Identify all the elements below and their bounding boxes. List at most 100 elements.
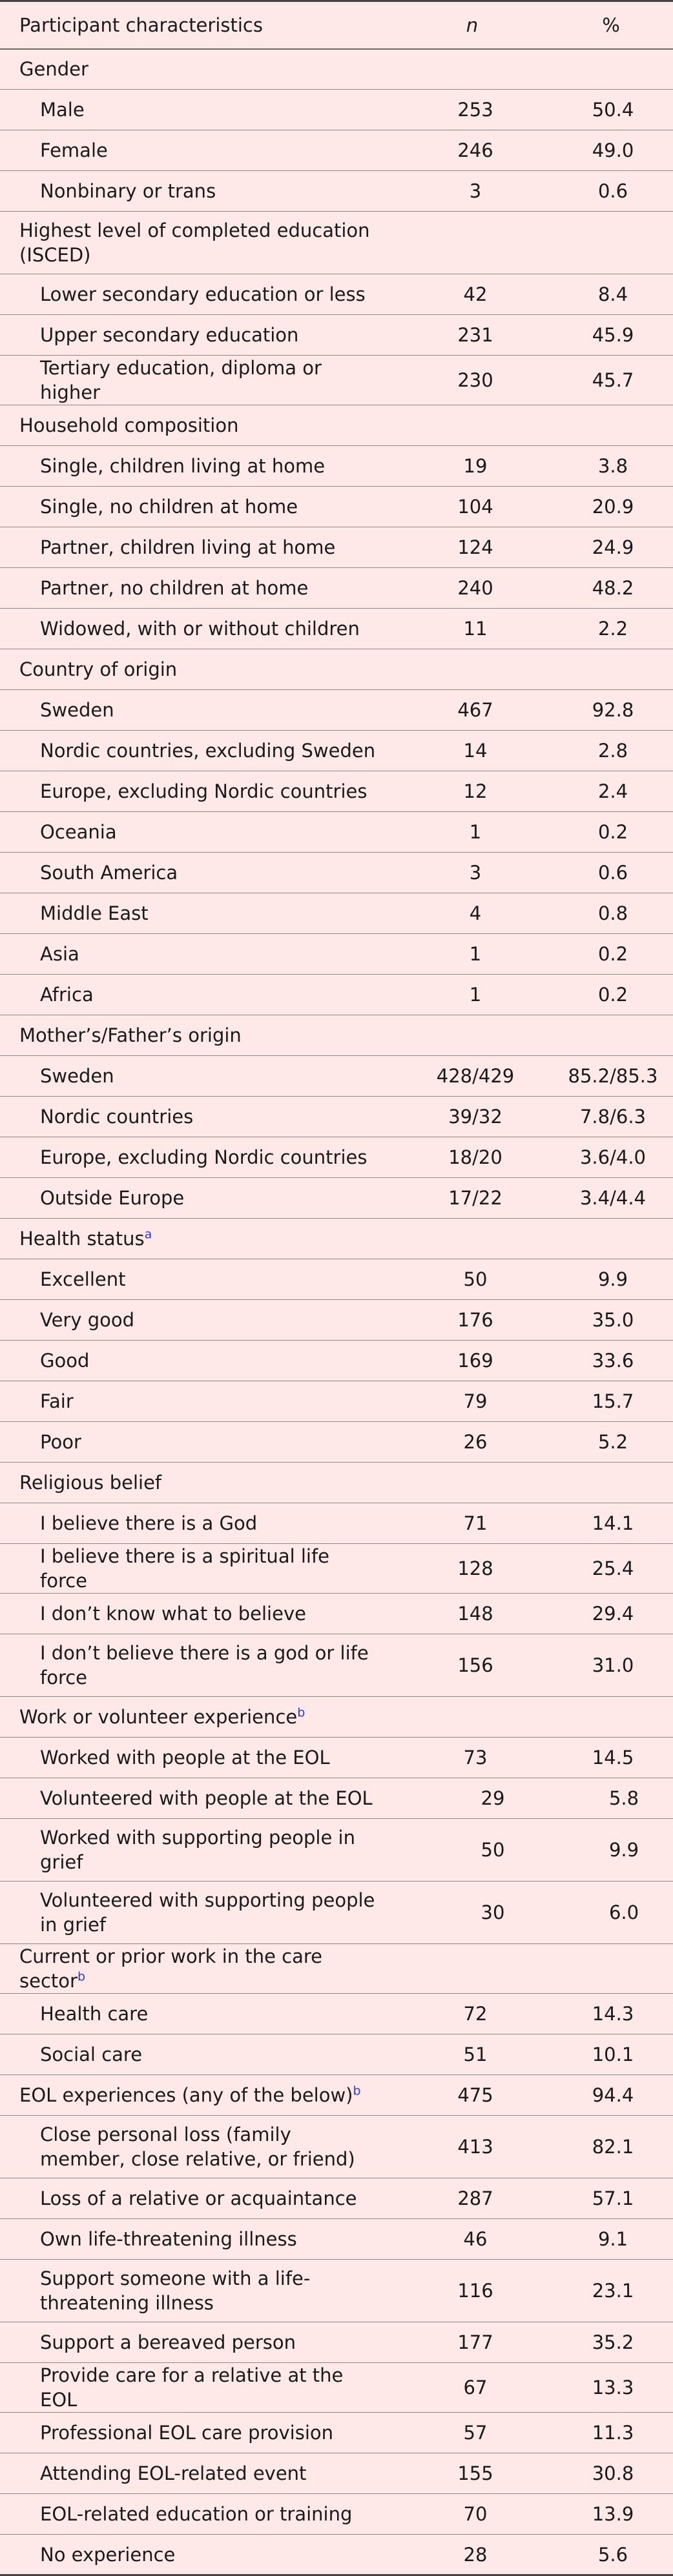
row-percent-value: 0.8 [549,893,673,934]
row-label: Partner, children living at home [0,527,395,568]
section-percent-value [549,1696,673,1738]
table-row: Poor 26 5.2 [0,1421,673,1463]
section-percent-value [549,1218,673,1259]
row-n-value: 79 [395,1381,549,1422]
row-label: Health care [0,1993,395,2034]
section-title: Country of origin [0,649,395,690]
section-percent-value: 94.4 [549,2074,673,2116]
row-percent-value: 14.3 [549,1993,673,2034]
section-title-text: Work or volunteer experience [19,1706,298,1728]
section-title-text: Highest level of completed education (IS… [19,219,370,266]
section-n-value [395,48,549,90]
row-n-value: 71 [395,1503,549,1544]
row-n-value: 46 [395,2218,549,2260]
row-percent-value: 0.2 [549,974,673,1015]
footnote-marker: b [353,2084,361,2098]
row-n-value: 14 [395,730,549,771]
section-header-row: Country of origin [0,649,673,690]
row-percent-value: 0.2 [549,811,673,853]
table-row: Support a bereaved person 177 35.2 [0,2322,673,2363]
row-n-value: 72 [395,1993,549,2034]
table-row: Partner, no children at home 240 48.2 [0,567,673,609]
table-row: Nordic countries 39/32 7.8/6.3 [0,1096,673,1137]
row-label: Nordic countries [0,1096,395,1137]
table-row: Asia 1 0.2 [0,933,673,975]
table-row: Support someone with a life-threatening … [0,2259,673,2322]
section-title-text: Religious belief [19,1472,162,1494]
row-percent-value: 29.4 [549,1593,673,1634]
row-label: Male [0,89,395,130]
section-n-value [395,1015,549,1056]
section-header-row: Mother’s/Father’s origin [0,1015,673,1056]
table-row: Partner, children living at home 124 24.9 [0,527,673,568]
section-header-row: Household composition [0,405,673,446]
row-percent-value: 85.2/85.3 [549,1055,673,1097]
table-row: Europe, excluding Nordic countries 18/20 3… [0,1137,673,1178]
row-percent-value: 0.2 [549,933,673,975]
row-n-value: 116 [395,2259,549,2322]
row-n-value: 3 [395,852,549,893]
section-title-text: Health status [19,1228,145,1250]
row-n-value: 12 [395,771,549,812]
row-n-value: 3 [395,170,549,212]
section-percent-value [549,211,673,274]
row-n-value: 57 [395,2412,549,2453]
section-title: Highest level of completed education (IS… [0,211,395,274]
row-percent-value: 48.2 [549,567,673,609]
row-percent-value: 3.4/4.4 [549,1177,673,1219]
section-header-row: Religious belief [0,1462,673,1503]
table-row: Own life-threatening illness 46 9.1 [0,2218,673,2260]
row-label: Own life-threatening illness [0,2218,395,2260]
row-n-value: 29 [395,1778,549,1819]
table-row: South America 3 0.6 [0,852,673,893]
table-row: Worked with people at the EOL 73 14.5 [0,1737,673,1778]
row-label: Worked with supporting people in grief [0,1818,395,1881]
row-label: I believe there is a God [0,1503,395,1544]
table-row: Close personal loss (family member, clos… [0,2115,673,2178]
row-n-value: 176 [395,1299,549,1341]
row-percent-value: 8.4 [549,274,673,315]
section-title-text: Country of origin [19,658,178,680]
table-row: Single, children living at home 19 3.8 [0,445,673,487]
row-percent-value: 9.9 [549,1259,673,1300]
table-row: Sweden 467 92.8 [0,689,673,731]
section-title-text: Current or prior work in the care sector [19,1945,322,1992]
row-label: Middle East [0,893,395,934]
section-header-row: Health statusa [0,1218,673,1259]
row-n-value: 169 [395,1340,549,1381]
row-percent-value: 23.1 [549,2259,673,2322]
table-row: I don’t believe there is a god or life f… [0,1634,673,1697]
footnote-marker: b [77,1969,85,1984]
row-label: Worked with people at the EOL [0,1737,395,1778]
row-label: Oceania [0,811,395,853]
row-percent-value: 30.8 [549,2453,673,2494]
row-label: Lower secondary education or less [0,274,395,315]
row-label: Upper secondary education [0,314,395,356]
row-percent-value: 82.1 [549,2115,673,2178]
row-label: Nordic countries, excluding Sweden [0,730,395,771]
row-label: Nonbinary or trans [0,170,395,212]
table-row: Attending EOL-related event 155 30.8 [0,2453,673,2494]
row-label: EOL-related education or training [0,2493,395,2535]
row-percent-value: 3.8 [549,445,673,487]
table-row: Outside Europe 17/22 3.4/4.4 [0,1177,673,1219]
table-row: Female 246 49.0 [0,130,673,171]
section-title-text: Mother’s/Father’s origin [19,1024,242,1046]
row-label: Tertiary education, diploma or higher [0,355,395,405]
row-percent-value: 5.6 [549,2534,673,2576]
row-n-value: 148 [395,1593,549,1634]
table-row: Social care 51 10.1 [0,2034,673,2075]
row-n-value: 19 [395,445,549,487]
row-label: I believe there is a spiritual life forc… [0,1543,395,1594]
row-percent-value: 15.7 [549,1381,673,1422]
table-row: Nonbinary or trans 3 0.6 [0,170,673,212]
table-row: I don’t know what to believe 148 29.4 [0,1593,673,1634]
row-n-value: 50 [395,1259,549,1300]
section-percent-value [549,1943,673,1994]
table-row: Loss of a relative or acquaintance 287 57.… [0,2178,673,2219]
row-n-value: 1 [395,811,549,853]
section-title: Gender [0,48,395,90]
row-n-value: 11 [395,608,549,649]
table-row: I believe there is a spiritual life forc… [0,1543,673,1594]
row-percent-value: 31.0 [549,1634,673,1697]
